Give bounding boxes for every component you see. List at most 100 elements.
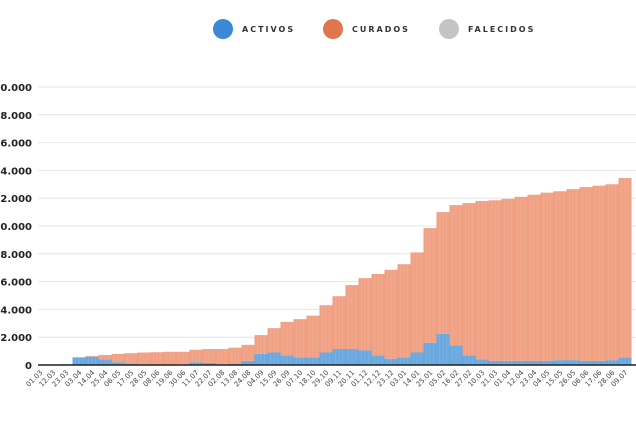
bar-activos — [98, 359, 112, 365]
bar-curados — [319, 305, 333, 353]
bar-activos — [540, 360, 554, 365]
bar-curados — [618, 178, 632, 358]
bar-activos — [397, 357, 411, 365]
bar-activos — [189, 362, 203, 365]
bar-curados — [384, 269, 398, 359]
bar-activos — [358, 350, 372, 365]
bar-curados — [410, 252, 424, 353]
bar-activos — [449, 345, 463, 365]
bar-activos — [306, 357, 320, 365]
y-tick-label: 4.000 — [0, 305, 32, 316]
y-tick-label: 20.000 — [0, 83, 32, 94]
bar-curados — [527, 194, 541, 361]
bar-curados — [85, 355, 99, 357]
bar-curados — [111, 353, 125, 363]
bar-activos — [579, 360, 593, 365]
bar-activos — [202, 362, 216, 365]
bar-activos — [605, 360, 619, 365]
bar-curados — [371, 273, 385, 356]
legend-swatch-curados — [323, 19, 343, 39]
bar-curados — [137, 352, 151, 365]
y-tick-label: 0 — [25, 361, 32, 372]
legend-swatch-falecidos — [439, 19, 459, 39]
bar-curados — [423, 228, 437, 343]
bar-curados — [150, 352, 164, 365]
bar-curados — [280, 321, 294, 356]
y-tick-label: 6.000 — [0, 278, 32, 289]
bar-curados — [293, 319, 307, 358]
bar-curados — [241, 344, 255, 361]
bar-activos — [553, 360, 567, 365]
bar-activos — [592, 360, 606, 365]
bar-activos — [410, 352, 424, 365]
bar-curados — [605, 184, 619, 361]
bar-activos — [501, 360, 515, 365]
bar-activos — [72, 357, 86, 365]
bars — [59, 178, 632, 365]
legend-label-falecidos: FALECIDOS — [468, 25, 535, 34]
bar-curados — [488, 200, 502, 361]
bar-curados — [358, 278, 372, 351]
legend: ACTIVOS CURADOS FALECIDOS — [213, 19, 535, 39]
bar-activos — [254, 353, 268, 365]
bar-activos — [332, 349, 346, 365]
bar-curados — [462, 203, 476, 356]
bar-curados — [332, 296, 346, 350]
bar-activos — [345, 349, 359, 365]
bar-curados — [449, 205, 463, 346]
legend-swatch-activos — [213, 19, 233, 39]
bar-curados — [163, 351, 177, 365]
bar-curados — [254, 335, 268, 354]
y-tick-label: 2.000 — [0, 333, 32, 344]
bar-curados — [436, 212, 450, 334]
legend-label-activos: ACTIVOS — [242, 25, 295, 34]
bar-activos — [527, 360, 541, 365]
bar-activos — [241, 360, 255, 365]
bar-activos — [85, 356, 99, 365]
bar-curados — [124, 353, 138, 364]
y-tick-label: 16.000 — [0, 139, 32, 150]
y-axis-ticks: 0 2.000 4.000 6.000 8.000 10.000 12.000 14.000 1… — [0, 83, 32, 372]
bar-curados — [397, 264, 411, 358]
bar-curados — [176, 351, 190, 365]
bar-curados — [202, 349, 216, 363]
bar-curados — [98, 354, 112, 360]
bar-activos — [566, 360, 580, 365]
bar-activos — [267, 352, 281, 365]
bar-curados — [540, 192, 554, 361]
bar-curados — [566, 189, 580, 361]
bar-activos — [371, 355, 385, 365]
bar-curados — [475, 200, 489, 360]
bar-curados — [501, 198, 515, 361]
bar-curados — [514, 196, 528, 361]
bar-curados — [553, 191, 567, 361]
bar-curados — [306, 315, 320, 358]
y-tick-label: 12.000 — [0, 194, 32, 205]
y-tick-label: 14.000 — [0, 166, 32, 177]
bar-curados — [267, 328, 281, 353]
bar-curados — [228, 347, 242, 364]
legend-label-curados: CURADOS — [352, 25, 410, 34]
x-axis-ticks: 01.0312.0323.0303.0414.0425.0406.0517.05… — [25, 368, 630, 388]
y-tick-label: 10.000 — [0, 222, 32, 233]
gridlines — [38, 86, 636, 338]
bar-activos — [293, 357, 307, 365]
bar-activos — [436, 333, 450, 365]
bar-curados — [579, 187, 593, 361]
bar-curados — [215, 349, 229, 365]
y-tick-label: 18.000 — [0, 111, 32, 122]
bar-activos — [384, 358, 398, 365]
bar-activos — [462, 355, 476, 365]
bar-curados — [189, 349, 203, 363]
bar-activos — [488, 360, 502, 365]
bar-curados — [592, 185, 606, 361]
bar-activos — [280, 355, 294, 365]
bar-activos — [423, 342, 437, 365]
y-tick-label: 8.000 — [0, 250, 32, 261]
bar-activos — [111, 362, 125, 365]
bar-activos — [319, 352, 333, 365]
bar-activos — [618, 357, 632, 365]
bar-activos — [475, 359, 489, 365]
bar-activos — [514, 360, 528, 365]
